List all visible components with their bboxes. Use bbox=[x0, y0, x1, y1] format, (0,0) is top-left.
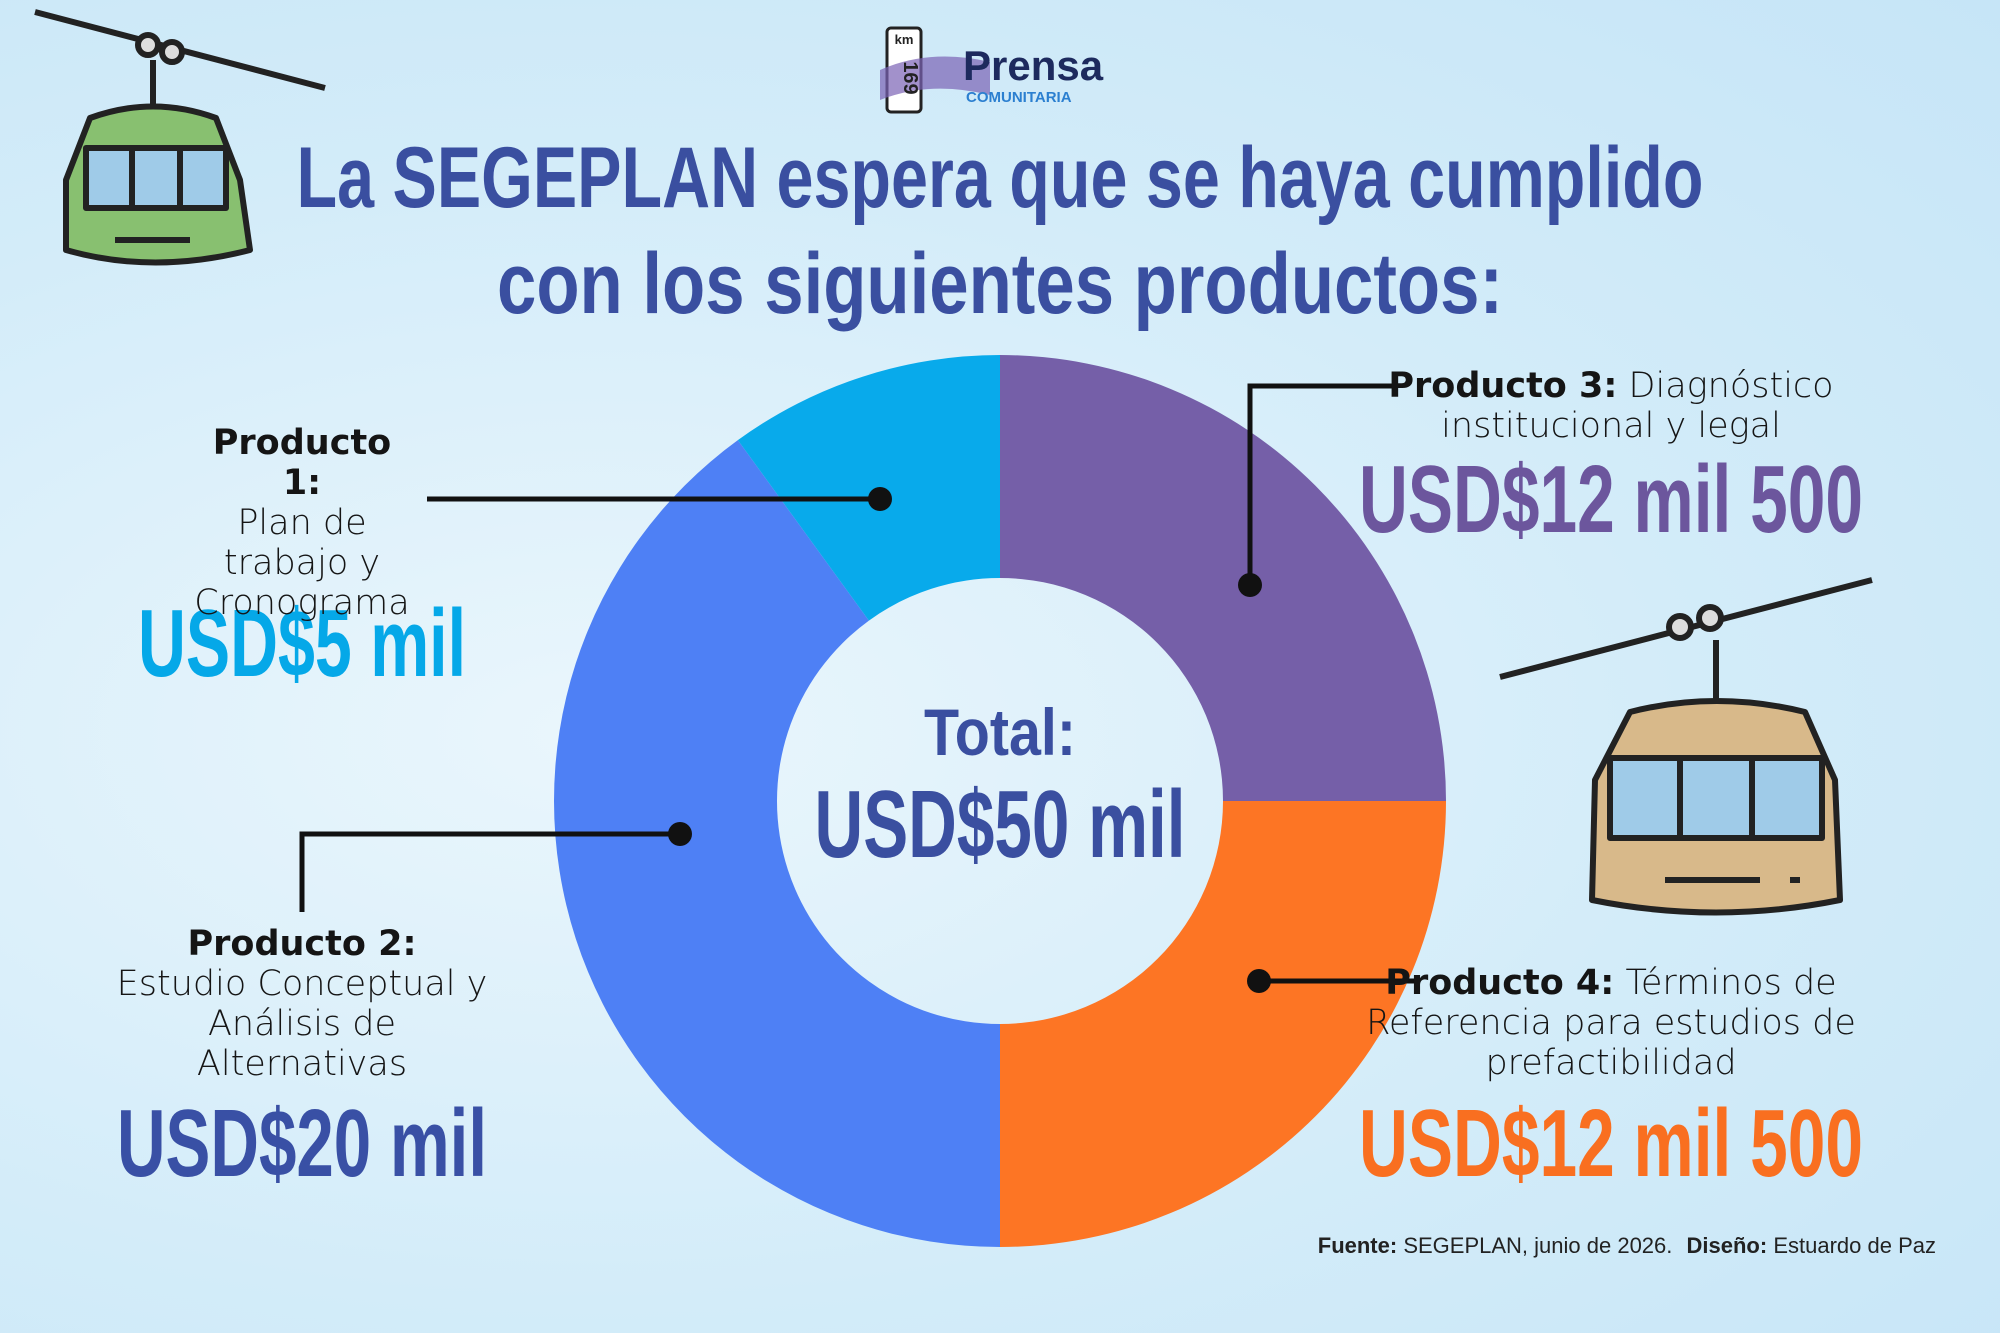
logo-number: 169 bbox=[899, 61, 921, 94]
footer-source: SEGEPLAN, junio de 2026. bbox=[1403, 1233, 1672, 1258]
category-label: Producto 3: Diagnóstico institucional y … bbox=[1331, 366, 1891, 446]
logo-subtitle: COMUNITARIA bbox=[966, 89, 1072, 106]
center-title: Total: bbox=[924, 695, 1076, 769]
leader-line bbox=[299, 831, 680, 912]
logo-wave bbox=[880, 56, 990, 100]
donut-slice bbox=[554, 440, 1000, 1247]
logo-name: Prensa bbox=[963, 42, 1104, 89]
leader-dot bbox=[668, 822, 692, 846]
category-name: Producto 4: bbox=[1385, 963, 1615, 1003]
donut-slice bbox=[1000, 355, 1446, 801]
footer: Fuente: SEGEPLAN, junio de 2026. Diseño:… bbox=[1318, 1233, 1936, 1258]
leader-dot bbox=[1247, 969, 1271, 993]
category-name: Producto 1: bbox=[212, 423, 392, 503]
logo: km 169 Prensa COMUNITARIA bbox=[880, 26, 1104, 114]
category-name: Producto 3: bbox=[1388, 366, 1618, 406]
leader-line bbox=[1247, 383, 1394, 585]
cable-car-icon bbox=[1499, 577, 1873, 916]
value-label: USD$20 mil bbox=[117, 1090, 487, 1197]
category-label: Producto 2: Estudio Conceptual y Análisis… bbox=[112, 924, 492, 1084]
cable-car-icon bbox=[34, 9, 326, 266]
category-label: Producto 1: Plan de trabajo y Cronograma bbox=[192, 423, 412, 623]
logo-km: km bbox=[895, 32, 914, 47]
value-label: USD$12 mil 500 bbox=[1359, 446, 1863, 553]
footer-label: Fuente: bbox=[1318, 1233, 1397, 1258]
title-line: La SEGEPLAN espera que se haya cumplido bbox=[297, 130, 1704, 226]
title-line: con los siguientes productos: bbox=[497, 236, 1503, 332]
footer-design: Estuardo de Paz bbox=[1773, 1233, 1936, 1258]
leader-dot bbox=[868, 487, 892, 511]
center-total: USD$50 mil bbox=[815, 771, 1186, 878]
footer-label: Diseño: bbox=[1687, 1233, 1768, 1258]
category-description: Plan de trabajo y Cronograma bbox=[194, 503, 410, 623]
category-label: Producto 4: Términos de Referencia para … bbox=[1331, 963, 1891, 1083]
leader-dot bbox=[1238, 573, 1262, 597]
category-description: Diagnóstico institucional y legal bbox=[1441, 366, 1834, 446]
value-label: USD$12 mil 500 bbox=[1359, 1090, 1863, 1197]
value-label: USD$5 mil bbox=[138, 590, 466, 697]
donut-slice bbox=[737, 355, 1000, 621]
donut-chart bbox=[554, 355, 1446, 1247]
category-name: Producto 2: bbox=[187, 924, 417, 964]
category-description: Términos de Referencia para estudios de … bbox=[1366, 963, 1856, 1083]
category-description: Estudio Conceptual y Análisis de Alterna… bbox=[116, 964, 488, 1084]
donut-slice bbox=[1000, 801, 1446, 1247]
